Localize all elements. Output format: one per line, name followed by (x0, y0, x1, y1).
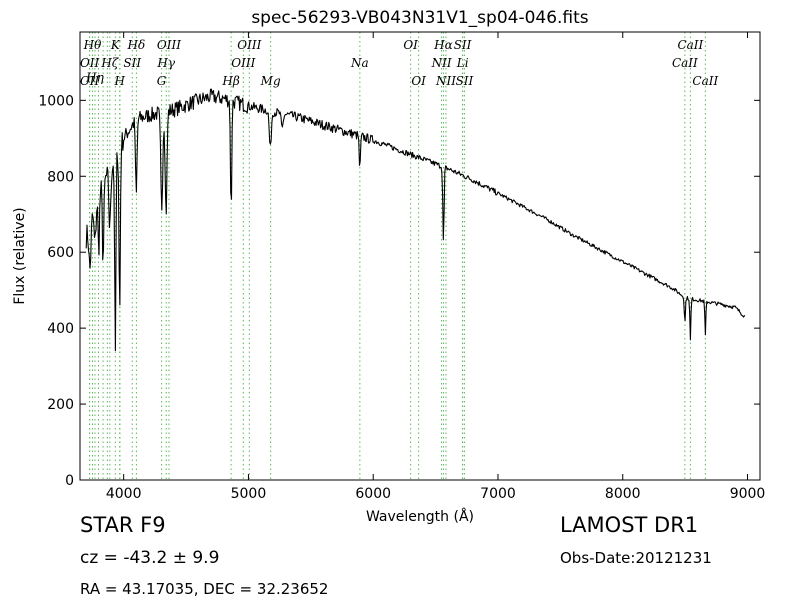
redshift-value: cz = -43.2 ± 9.9 (80, 548, 220, 568)
y-tick-label: 200 (47, 397, 74, 413)
x-tick-label: 4000 (106, 486, 142, 502)
x-axis-ticks: 4000 5000 6000 7000 8000 9000 (106, 32, 765, 502)
x-tick-label: 8000 (605, 486, 641, 502)
x-tick-label: 7000 (480, 486, 516, 502)
line-label: K (110, 38, 121, 52)
ra-dec-coordinates: RA = 43.17035, DEC = 32.23652 (80, 580, 329, 598)
line-label: OI (403, 38, 418, 52)
line-label: CaII (692, 74, 718, 88)
plot-frame (79, 31, 761, 481)
line-label: NII (431, 56, 452, 70)
line-label: Hζ (100, 56, 119, 70)
line-label: SII (123, 56, 141, 70)
x-tick-label: 5000 (231, 486, 267, 502)
y-tick-label: 400 (47, 321, 74, 337)
line-label: Hδ (127, 38, 146, 52)
x-tick-label: 9000 (730, 486, 766, 502)
line-label: Hα (433, 38, 453, 52)
x-tick-label: 6000 (355, 486, 391, 502)
survey-name: LAMOST DR1 (560, 513, 699, 537)
line-label: SII (454, 38, 472, 52)
observation-date: Obs-Date:20121231 (560, 549, 712, 567)
y-axis-ticks: 0 200 400 600 800 1000 (38, 93, 760, 489)
line-label: CaII (677, 38, 703, 52)
object-class: STAR F9 (80, 513, 166, 537)
line-label: OII (80, 74, 100, 88)
line-label: Hη (85, 70, 104, 84)
line-label: G (157, 74, 167, 88)
line-label: Li (456, 56, 469, 70)
y-tick-label: 1000 (38, 93, 74, 109)
line-label: OIII (237, 38, 261, 52)
line-label: OIII (231, 56, 255, 70)
line-label: NII (435, 74, 456, 88)
y-tick-label: 800 (47, 169, 74, 185)
line-label: OIII (157, 38, 181, 52)
line-label: SII (456, 74, 474, 88)
line-label: CaII (672, 56, 698, 70)
y-axis-label: Flux (relative) (12, 207, 28, 304)
chart-title: spec-56293-VB043N31V1_sp04-046.fits (251, 8, 588, 28)
line-label: Na (350, 56, 369, 70)
spectral-line-markers (89, 32, 706, 480)
line-label: OI (411, 74, 426, 88)
y-tick-label: 600 (47, 245, 74, 261)
y-tick-label: 0 (65, 473, 74, 489)
line-label: Mg (260, 74, 281, 88)
x-axis-label: Wavelength (Å) (366, 508, 474, 525)
line-label: H (113, 74, 125, 88)
line-label: OII (80, 56, 100, 70)
spectrum-line (85, 88, 746, 352)
line-label: Hθ (83, 38, 102, 52)
line-label: Hβ (221, 74, 239, 88)
line-label: Hγ (156, 56, 175, 70)
